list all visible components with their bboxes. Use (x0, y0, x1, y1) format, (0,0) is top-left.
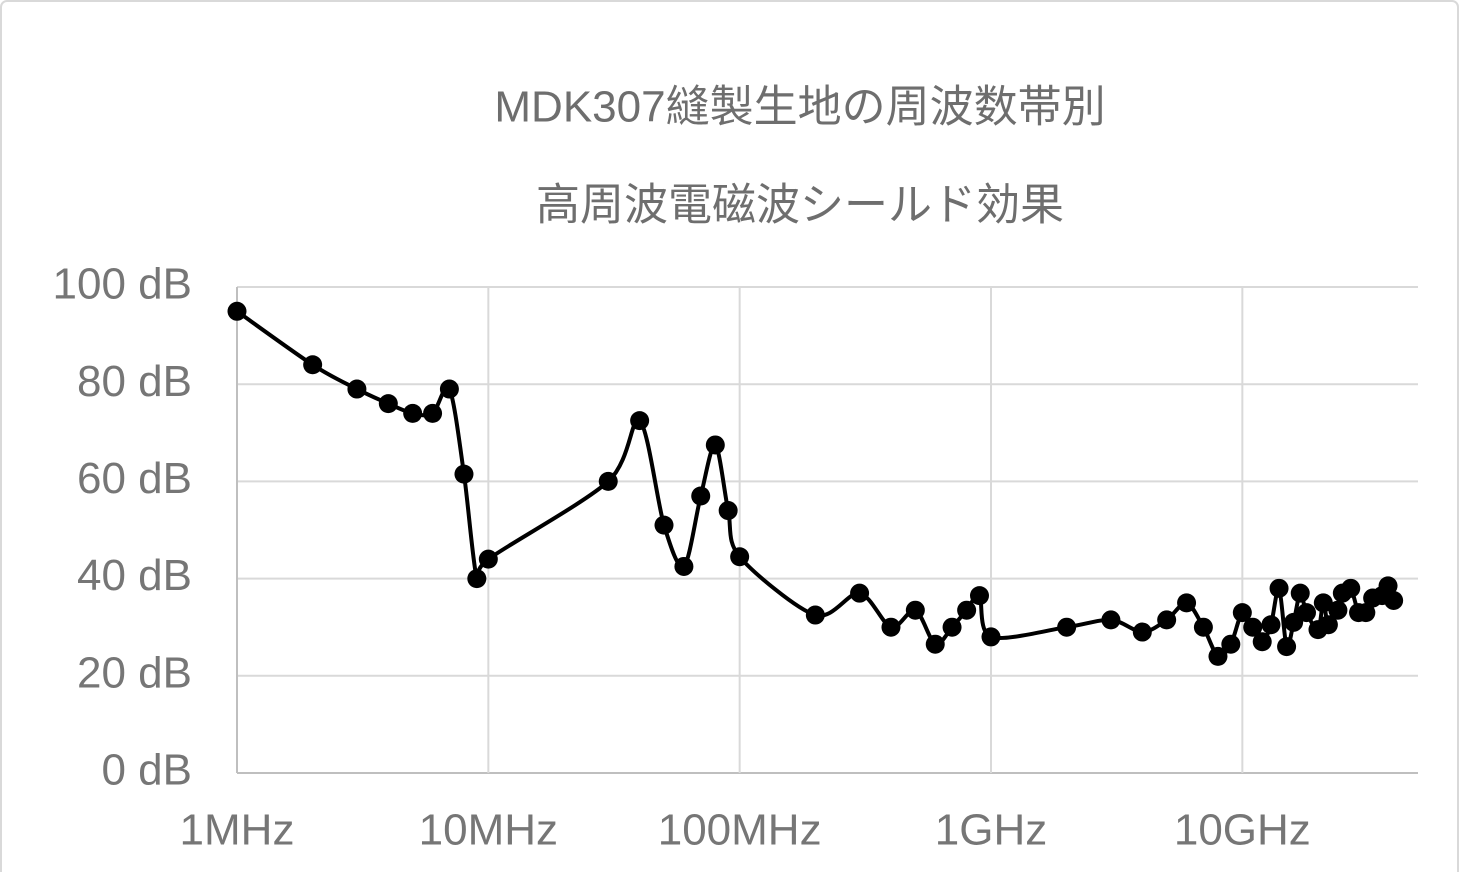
chart-title: MDK307縫製生地の周波数帯別 (494, 83, 1105, 132)
data-point (1296, 603, 1316, 623)
y-tick-label: 0 dB (101, 746, 192, 795)
data-point (705, 435, 725, 455)
data-point (969, 586, 989, 606)
data-point (1284, 612, 1304, 632)
data-point (1356, 603, 1376, 623)
data-point (227, 301, 247, 321)
y-tick-label: 80 dB (77, 357, 192, 406)
data-point (630, 411, 650, 431)
data-point (1101, 610, 1121, 630)
data-point (674, 556, 694, 576)
data-point (1208, 646, 1228, 666)
data-point (1313, 593, 1333, 613)
data-point (423, 403, 443, 423)
x-tick-label: 10MHz (419, 806, 558, 855)
data-point (378, 394, 398, 414)
y-tick-label: 40 dB (77, 551, 192, 600)
data-point (1177, 593, 1197, 613)
data-point (1232, 603, 1252, 623)
data-point (1384, 590, 1404, 610)
data-point (1057, 617, 1077, 637)
x-tick-label: 10GHz (1174, 806, 1311, 855)
data-point (1132, 622, 1152, 642)
data-point (1290, 583, 1310, 603)
data-point (1157, 610, 1177, 630)
data-point (598, 471, 618, 491)
data-point (654, 515, 674, 535)
data-point (1221, 634, 1241, 654)
data-point (1269, 578, 1289, 598)
data-point (1261, 615, 1281, 635)
data-point (1328, 600, 1348, 620)
data-point (691, 486, 711, 506)
data-point (1193, 617, 1213, 637)
y-tick-label: 100 dB (53, 260, 192, 309)
data-point (1243, 617, 1263, 637)
y-tick-label: 20 dB (77, 648, 192, 697)
data-point (718, 501, 738, 521)
data-point (478, 549, 498, 569)
data-point (805, 605, 825, 625)
data-point (1341, 578, 1361, 598)
chart-title: 高周波電磁波シールド効果 (536, 181, 1064, 230)
data-point (403, 403, 423, 423)
data-point (957, 600, 977, 620)
data-point (454, 464, 474, 484)
data-point (730, 547, 750, 567)
data-point (942, 617, 962, 637)
data-point (1318, 615, 1338, 635)
data-point (981, 627, 1001, 647)
x-tick-label: 1MHz (180, 806, 295, 855)
data-point (1277, 637, 1297, 657)
x-tick-label: 100MHz (658, 806, 822, 855)
data-point (1252, 632, 1272, 652)
data-point (439, 379, 459, 399)
y-tick-label: 60 dB (77, 454, 192, 503)
data-point (881, 617, 901, 637)
data-point (850, 583, 870, 603)
data-point (905, 600, 925, 620)
x-tick-label: 1GHz (935, 806, 1047, 855)
data-point (347, 379, 367, 399)
data-point (467, 569, 487, 589)
data-point (1378, 576, 1398, 596)
data-point (303, 355, 323, 375)
data-point (925, 634, 945, 654)
